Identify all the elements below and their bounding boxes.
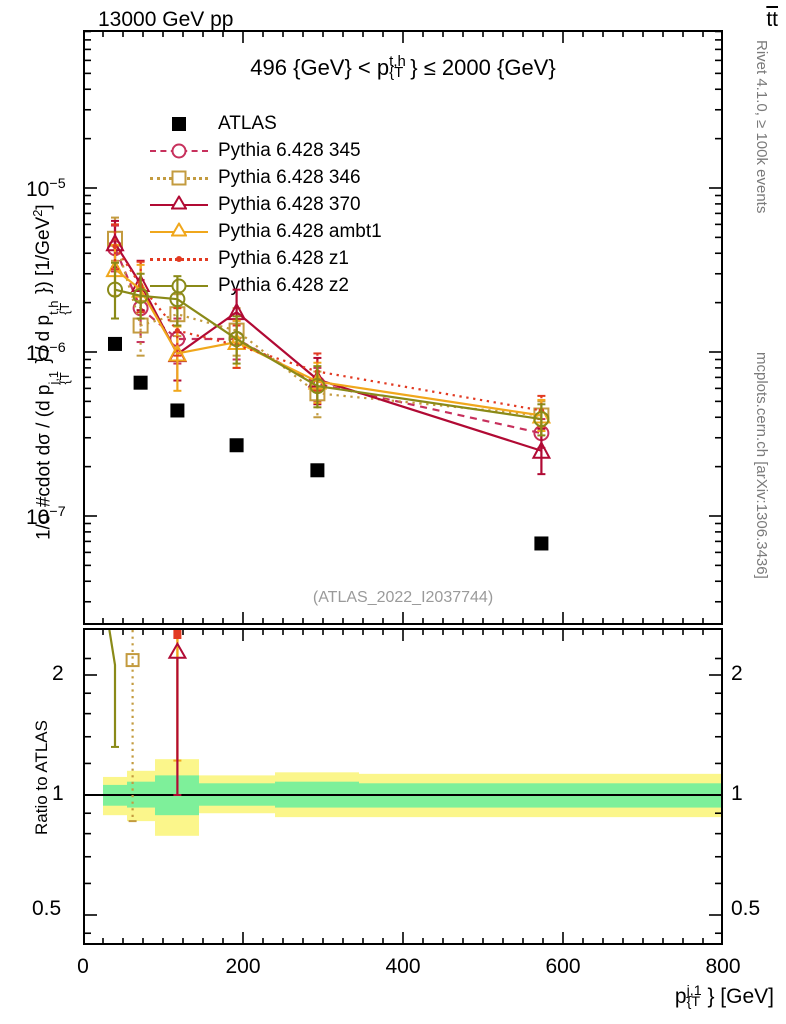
legend-marker-dot	[176, 255, 182, 262]
ylabel-d: ]	[33, 204, 55, 210]
header-left-beam-info: 13000 GeV pp	[98, 8, 234, 31]
legend-key-z2	[150, 275, 208, 297]
main-ytick-1e-7: 10−7	[26, 504, 66, 529]
legend-key-346	[150, 167, 208, 189]
ratio-y-axis-label: Ratio to ATLAS	[32, 720, 51, 835]
legend: ATLAS Pythia 6.428 345 Pythia 6.428 346 Pyt…	[150, 110, 382, 299]
condition-symbol: p	[376, 55, 390, 80]
ratio-ytick-05-left: 0.5	[32, 897, 62, 920]
dataset-watermark: (ATLAS_2022_I2037744)	[312, 589, 494, 606]
condition-mid: } ≤ 2000 {GeV}	[410, 55, 556, 80]
xlabel-sup: j,1	[686, 983, 702, 999]
ylabel-b-sub: {T	[57, 302, 73, 315]
xlabel-sub: {T	[686, 994, 701, 1010]
x-axis-label: p j,1 {T } [GeV]	[674, 983, 774, 1010]
condition-lo: 496 {GeV} <	[250, 55, 371, 80]
legend-item-pythia-6-428-z1[interactable]: Pythia 6.428 z1	[150, 245, 382, 272]
header-process-label: tt	[766, 8, 778, 31]
header-right-process: tt	[766, 8, 778, 32]
legend-label: Pythia 6.428 346	[218, 167, 361, 188]
legend-marker-circle-open	[171, 143, 187, 158]
legend-marker-triangle-open	[170, 194, 188, 214]
main-ytick-1e-6: 10−6	[26, 340, 66, 365]
legend-marker-circle-open	[171, 278, 187, 293]
ylabel-c: }) [1/GeV	[33, 216, 55, 294]
legend-key-370	[150, 194, 208, 216]
ratio-ytick-1-left: 1	[52, 782, 64, 805]
legend-label: Pythia 6.428 370	[218, 194, 361, 215]
condition-sup: t,h	[389, 53, 406, 70]
xtick-600: 600	[545, 955, 581, 978]
xtick-200: 200	[225, 955, 261, 978]
legend-item-pythia-6-428-ambt1[interactable]: Pythia 6.428 ambt1	[150, 218, 382, 245]
xlabel-base: p	[674, 985, 687, 1008]
legend-key-z1	[150, 248, 208, 270]
legend-item-pythia-6-428-370[interactable]: Pythia 6.428 370	[150, 191, 382, 218]
ratio-ytick-2-left: 2	[52, 662, 64, 685]
sidebar-rivet-version: Rivet 4.1.0, ≥ 100k events	[753, 40, 770, 214]
plot-condition-title: 496 {GeV} < p t,h {T } ≤ 2000 {GeV}	[250, 53, 556, 81]
legend-label: Pythia 6.428 345	[218, 140, 361, 161]
legend-label: Pythia 6.428 z2	[218, 275, 349, 296]
legend-item-atlas[interactable]: ATLAS	[150, 110, 382, 137]
legend-label: ATLAS	[218, 113, 277, 134]
legend-key-345	[150, 140, 208, 162]
main-ytick-1e-5: 10−5	[26, 176, 66, 201]
legend-marker-square-filled	[172, 116, 186, 131]
ratio-plot-frame	[83, 628, 723, 945]
legend-item-pythia-6-428-z2[interactable]: Pythia 6.428 z2	[150, 272, 382, 299]
xtick-0: 0	[77, 955, 89, 978]
ylabel-c-sup: 2	[30, 209, 45, 217]
xlabel-tail: } [GeV]	[707, 985, 774, 1008]
legend-marker-square-open	[171, 170, 187, 185]
xtick-800: 800	[705, 955, 741, 978]
ratio-ytick-1-right: 1	[731, 782, 743, 805]
legend-key-atlas	[150, 113, 208, 135]
main-y-axis-label: 1/σ #cdot dσ / (d p j,1 {T} / d p t,h {T}) […	[30, 204, 366, 565]
legend-label: Pythia 6.428 ambt1	[218, 221, 382, 242]
legend-label: Pythia 6.428 z1	[218, 248, 349, 269]
sidebar-mcplots-reference: mcplots.cern.ch [arXiv:1306.3436]	[753, 352, 770, 579]
legend-item-pythia-6-428-345[interactable]: Pythia 6.428 345	[150, 137, 382, 164]
legend-key-ambt1	[150, 221, 208, 243]
ylabel-a-sub: {T	[57, 372, 73, 385]
legend-marker-triangle-open	[170, 221, 188, 241]
ratio-ytick-2-right: 2	[731, 662, 743, 685]
legend-item-pythia-6-428-346[interactable]: Pythia 6.428 346	[150, 164, 382, 191]
condition-sub: {T	[389, 64, 404, 81]
xtick-400: 400	[385, 955, 421, 978]
ratio-ytick-05-right: 0.5	[731, 897, 761, 920]
